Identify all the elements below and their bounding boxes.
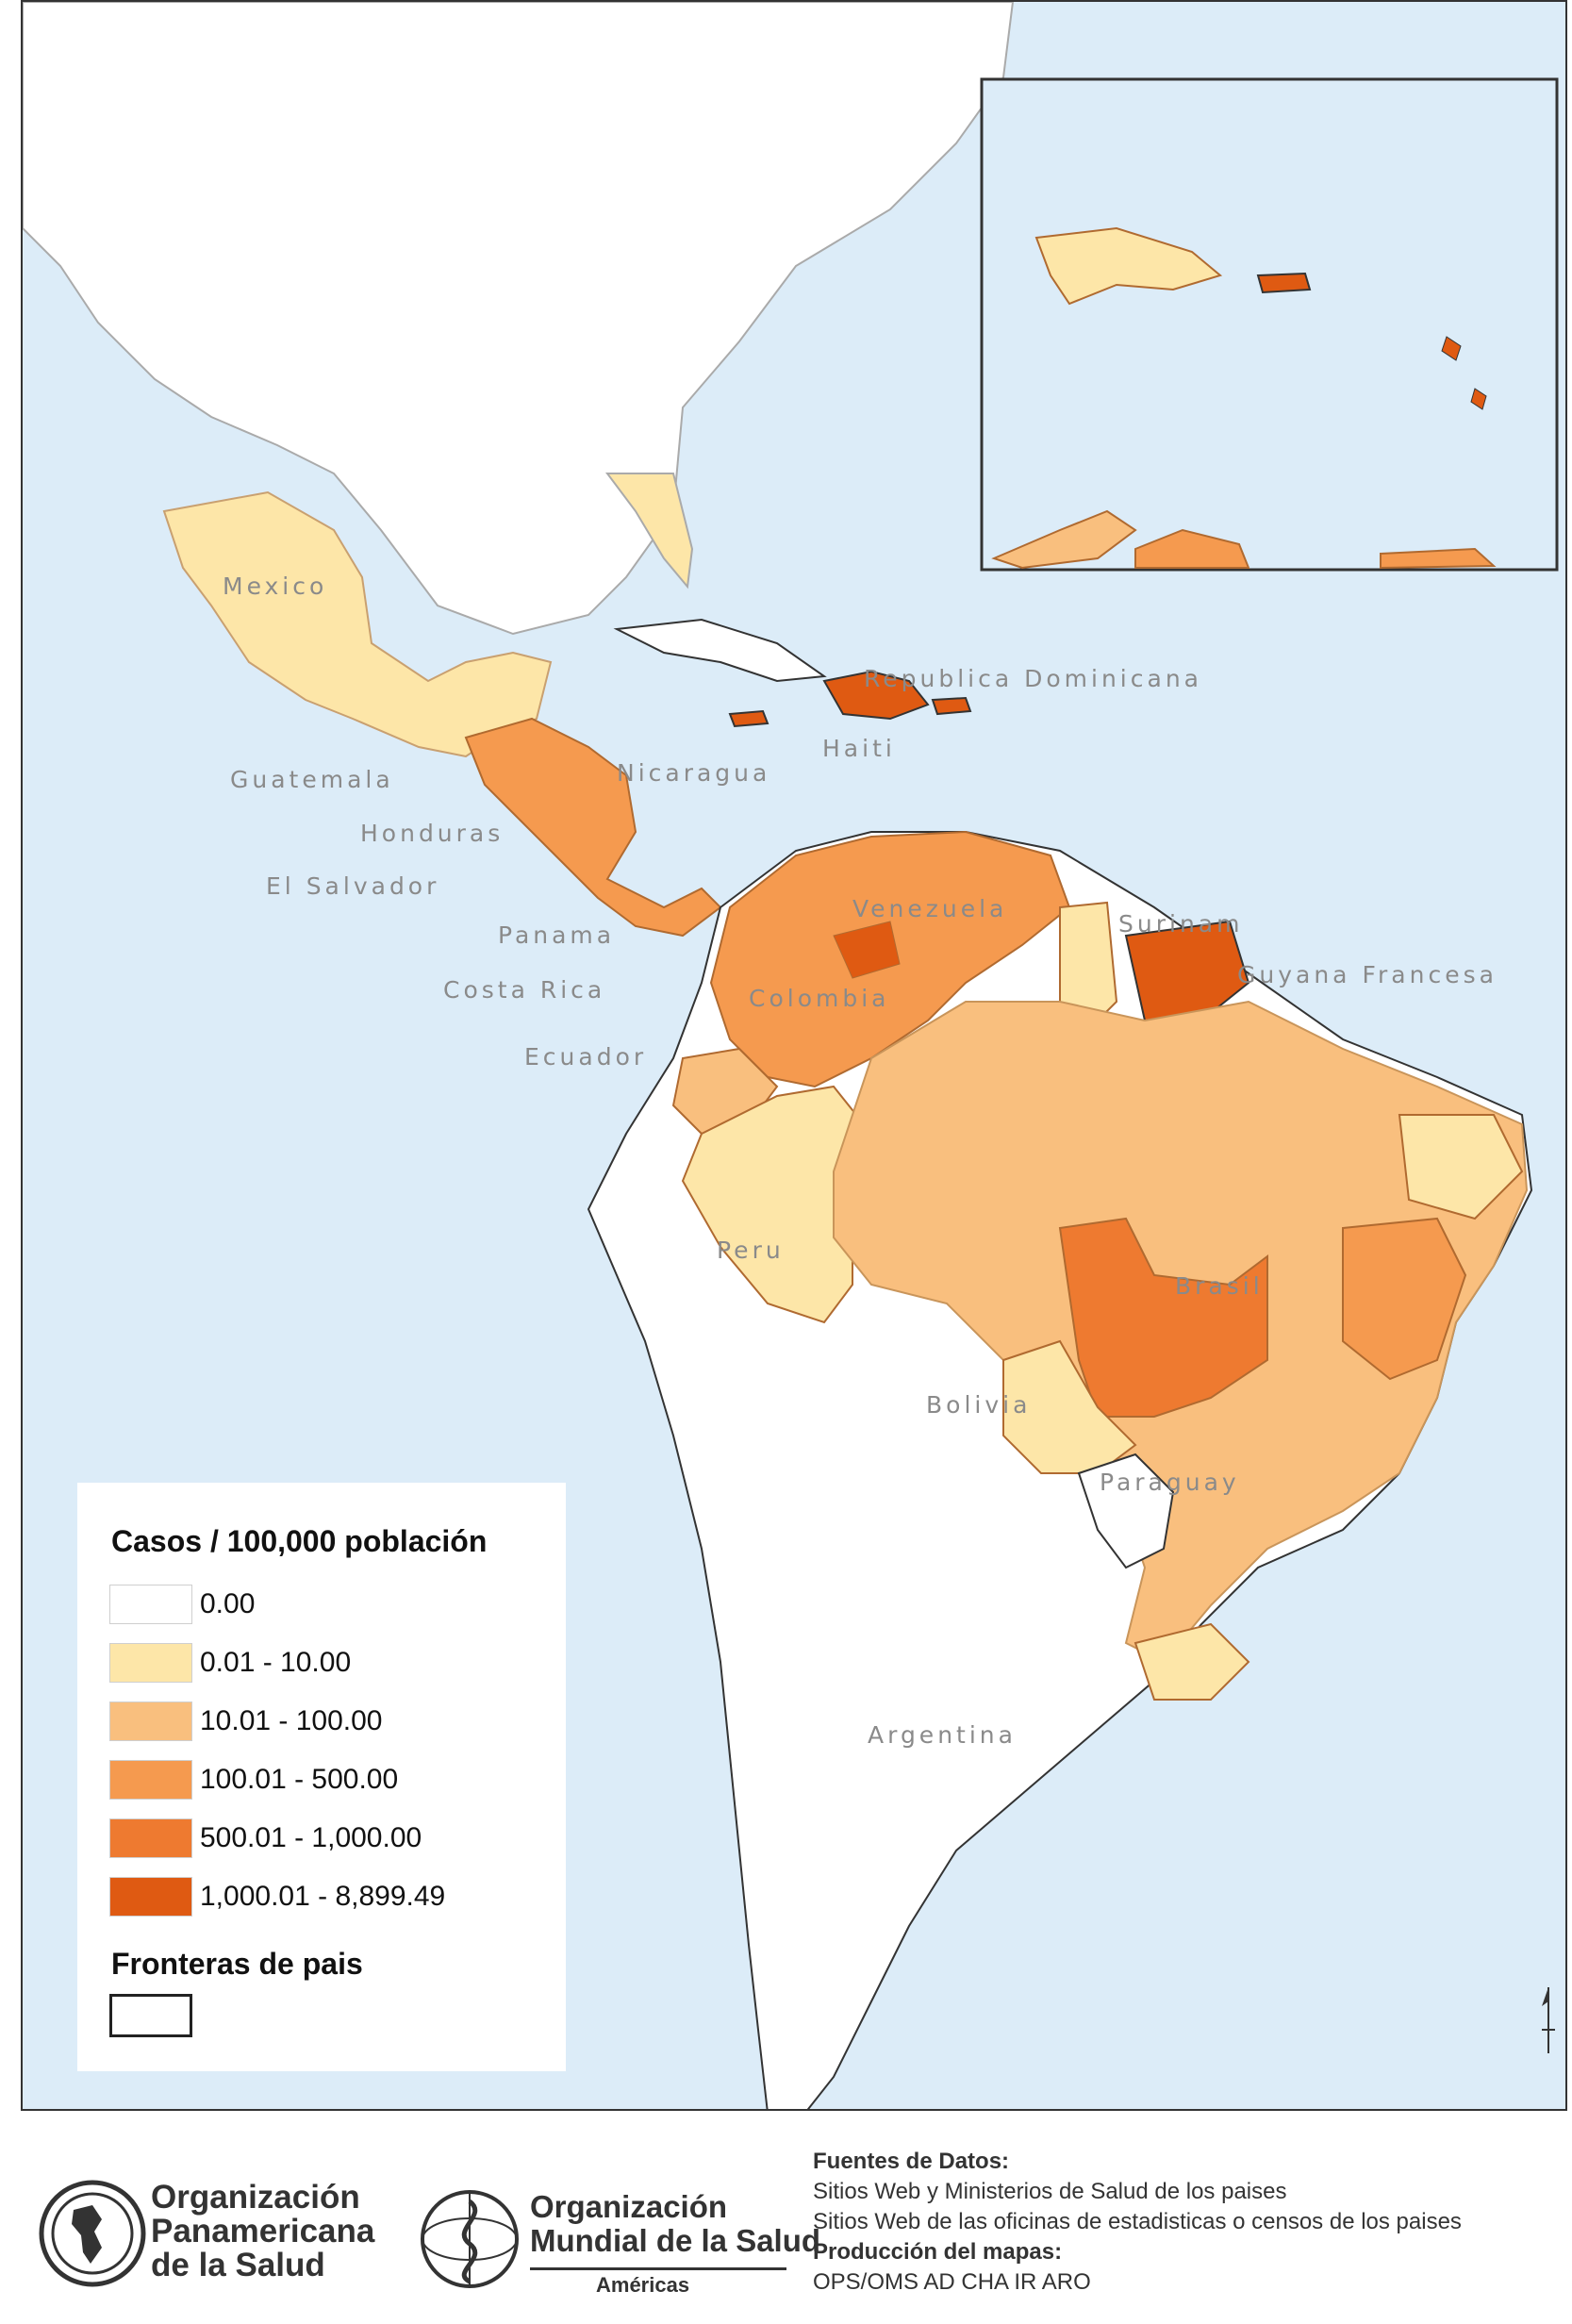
legend-swatch bbox=[109, 1877, 192, 1917]
legend-item: 500.01 - 1,000.00 bbox=[109, 1818, 543, 1860]
label-surinam: Surinam bbox=[1118, 910, 1243, 938]
bolivia bbox=[1002, 1339, 1137, 1474]
who-name-line: Organización bbox=[530, 2189, 728, 2224]
central-america bbox=[464, 717, 722, 938]
legend-label: 10.01 - 100.00 bbox=[200, 1705, 383, 1736]
label-paraguay: Paraguay bbox=[1100, 1469, 1240, 1496]
source-line: Sitios Web y Ministerios de Salud de los… bbox=[813, 2179, 1287, 2204]
paho-name-line: Panamericana bbox=[151, 2213, 375, 2249]
brazil-east bbox=[1342, 1217, 1467, 1381]
who-divider bbox=[530, 2267, 786, 2270]
legend-item: 0.00 bbox=[109, 1585, 543, 1626]
production-text: OPS/OMS AD CHA IR ARO bbox=[813, 2269, 1091, 2295]
source-line: Sitios Web de las oficinas de estadistic… bbox=[813, 2209, 1462, 2234]
legend-border-title: Fronteras de pais bbox=[111, 1947, 363, 1981]
label-bolivia: Bolivia bbox=[926, 1391, 1031, 1419]
label-mexico: Mexico bbox=[223, 573, 327, 600]
label-venezuela: Venezuela bbox=[852, 895, 1007, 922]
who-logo-icon bbox=[421, 2190, 519, 2288]
who-sub: Américas bbox=[596, 2273, 690, 2297]
brazil-northeast bbox=[1398, 1114, 1524, 1220]
legend-item: 1,000.01 - 8,899.49 bbox=[109, 1877, 543, 1918]
label-honduras: Honduras bbox=[360, 820, 504, 847]
label-peru: Peru bbox=[717, 1237, 785, 1264]
legend-label: 1,000.01 - 8,899.49 bbox=[200, 1881, 446, 1912]
legend-label: 500.01 - 1,000.00 bbox=[200, 1822, 422, 1853]
legend-label: 0.00 bbox=[200, 1588, 256, 1619]
paraguay bbox=[1077, 1452, 1175, 1569]
paho-name-line: de la Salud bbox=[151, 2247, 325, 2283]
production-title: Producción del mapas: bbox=[813, 2239, 1063, 2265]
legend-swatch bbox=[109, 1702, 192, 1741]
surinam-guyana-francesa bbox=[1124, 920, 1250, 1021]
legend-label: 100.01 - 500.00 bbox=[200, 1764, 399, 1795]
label-brasil: Brasil bbox=[1175, 1272, 1264, 1300]
north-america-landmass bbox=[23, 2, 1015, 636]
legend-swatch bbox=[109, 1643, 192, 1683]
peru bbox=[681, 1085, 873, 1324]
label-ecuador: Ecuador bbox=[524, 1043, 647, 1071]
legend: Casos / 100,000 población 0.00 0.01 - 10… bbox=[77, 1483, 566, 2071]
label-argentina: Argentina bbox=[868, 1721, 1017, 1749]
label-colombia: Colombia bbox=[749, 985, 889, 1012]
legend-swatch bbox=[109, 1818, 192, 1858]
who-name-line: Mundial de la Salud bbox=[530, 2223, 821, 2258]
label-panama: Panama bbox=[498, 921, 615, 949]
label-haiti: Haiti bbox=[822, 735, 896, 762]
colombia-hotspot bbox=[833, 921, 901, 979]
legend-swatch bbox=[109, 1585, 192, 1624]
legend-item: 0.01 - 10.00 bbox=[109, 1643, 543, 1685]
legend-label: 0.01 - 10.00 bbox=[200, 1647, 352, 1678]
label-nicaragua: Nicaragua bbox=[617, 759, 770, 787]
mexico-region bbox=[162, 490, 553, 758]
sources-title: Fuentes de Datos: bbox=[813, 2149, 1010, 2174]
sources-block: Fuentes de Datos: Sitios Web y Ministeri… bbox=[813, 2147, 1567, 2298]
cuba bbox=[613, 618, 827, 683]
label-rep-dominicana: Republica Dominicana bbox=[864, 665, 1202, 692]
map-frame: Mexico Guatemala Honduras El Salvador Ni… bbox=[21, 0, 1567, 2111]
legend-item: 100.01 - 500.00 bbox=[109, 1760, 543, 1801]
legend-title: Casos / 100,000 población bbox=[111, 1524, 488, 1558]
north-arrow-icon bbox=[1542, 1987, 1555, 2053]
legend-swatch bbox=[109, 1760, 192, 1800]
florida bbox=[605, 473, 694, 589]
map-canvas: Mexico Guatemala Honduras El Salvador Ni… bbox=[23, 2, 1559, 2109]
border-swatch bbox=[109, 1994, 192, 2037]
puerto-rico bbox=[931, 696, 972, 716]
label-costa-rica: Costa Rica bbox=[443, 976, 605, 1004]
brazil-south bbox=[1133, 1622, 1250, 1701]
paho-name: Organización Panamericana de la Salud bbox=[151, 2181, 374, 2282]
label-guatemala: Guatemala bbox=[230, 766, 394, 793]
jamaica bbox=[728, 709, 769, 728]
paho-logo-icon bbox=[39, 2180, 146, 2287]
hispaniola bbox=[822, 670, 930, 721]
who-name: Organización Mundial de la Salud bbox=[530, 2190, 820, 2258]
legend-item: 10.01 - 100.00 bbox=[109, 1702, 543, 1743]
paho-name-line: Organización bbox=[151, 2179, 360, 2216]
label-guyana-francesa: Guyana Francesa bbox=[1237, 961, 1498, 988]
label-el-salvador: El Salvador bbox=[266, 872, 439, 900]
footer: Organización Panamericana de la Salud Or… bbox=[0, 2111, 1572, 2324]
caribbean-inset bbox=[980, 77, 1559, 572]
